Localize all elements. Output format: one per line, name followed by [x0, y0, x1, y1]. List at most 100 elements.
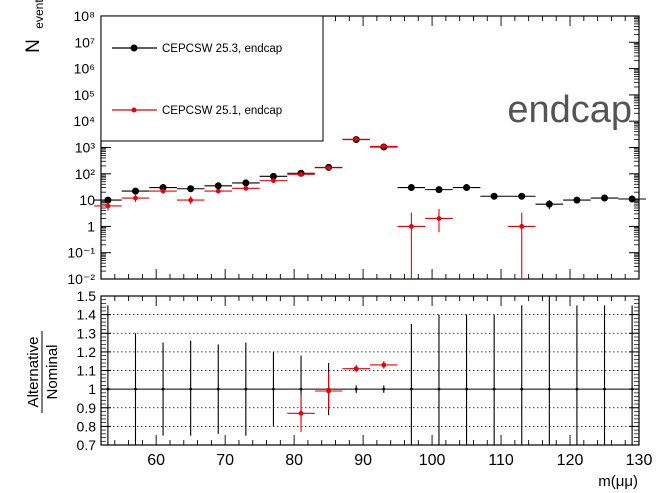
ratio-point [409, 387, 413, 391]
bottom-x-tick-label: 120 [557, 452, 584, 469]
ratio-point [353, 366, 359, 372]
ratio-point [603, 387, 606, 391]
bottom-y-tick-label: 0.7 [77, 437, 97, 453]
data-point [408, 224, 414, 229]
data-point [159, 184, 167, 192]
data-point [326, 165, 332, 171]
bottom-series-1 [106, 296, 634, 445]
ratio-point [244, 387, 248, 391]
legend: CEPCSW 25.3, endcap CEPCSW 25.1, endcap [100, 15, 324, 142]
bottom-y-tick-label: 1 [88, 381, 96, 397]
data-point [271, 178, 276, 184]
data-point [435, 186, 443, 194]
ratio-point [465, 387, 468, 391]
ratio-point [161, 387, 165, 391]
top-y-tick-label: 1 [87, 218, 95, 234]
top-x-axis [114, 16, 640, 279]
bottom-x-tick-label: 70 [216, 452, 234, 469]
top-y-tick-label: 10⁷ [74, 34, 95, 50]
data-point [243, 185, 249, 191]
data-point [490, 192, 498, 200]
data-point [214, 182, 222, 190]
bottom-x-tick-label: 110 [488, 452, 514, 469]
data-point [545, 200, 553, 208]
bottom-y-axis: 0.7 0.8 0.9 1 1.1 1.2 1.3 1.4 1.5 [77, 288, 639, 453]
top-y-tick-label: 10 [79, 192, 95, 208]
top-panel: 10⁻² 10⁻¹ 1 10 10² 10³ 10⁴ 10⁵ 10⁶ 10⁷ 10⁸ CEPCSW … [23, 0, 646, 287]
bottom-y-label-numerator: Alternative [25, 337, 42, 408]
data-point [573, 196, 581, 204]
ratio-point [134, 387, 137, 391]
top-series-1 [94, 136, 646, 210]
bottom-y-tick-label: 1.4 [77, 307, 97, 323]
bottom-x-tick-label: 90 [354, 452, 372, 469]
data-point [160, 188, 166, 194]
data-point [187, 185, 195, 193]
bottom-x-label: m(μμ) [598, 473, 638, 490]
bottom-y-label-denominator: Nominal [44, 344, 61, 399]
bottom-panel: 0.7 0.8 0.9 1 1.1 1.2 1.3 1.4 1.5 60 70 80 90 100 110… [25, 288, 652, 490]
ratio-point [272, 387, 275, 391]
bottom-x-tick-label: 80 [285, 452, 303, 469]
data-point [298, 171, 304, 177]
ratio-point [437, 387, 441, 391]
ratio-point [326, 388, 332, 394]
top-y-tick-label: 10⁸ [74, 8, 96, 24]
ratio-point [354, 387, 358, 391]
data-point [628, 195, 636, 203]
ratio-point [299, 387, 303, 391]
ratio-point [216, 387, 220, 391]
data-point [269, 172, 277, 180]
bottom-x-tick-label: 100 [419, 452, 446, 469]
bottom-x-axis: 60 70 80 90 100 110 120 130 [114, 296, 653, 469]
ratio-point [189, 387, 193, 391]
data-point [601, 194, 609, 202]
top-y-tick-label: 10⁻² [67, 271, 95, 287]
data-point [104, 196, 112, 204]
ratio-point [492, 387, 496, 391]
data-point [131, 187, 139, 195]
top-y-tick-label: 10⁶ [74, 61, 95, 77]
data-point [381, 144, 387, 149]
data-point [436, 216, 442, 221]
top-y-tick-label: 10³ [75, 140, 96, 156]
data-point [463, 184, 471, 192]
top-y-label-main: N [23, 39, 44, 53]
bottom-y-tick-label: 0.8 [77, 418, 97, 434]
legend-label-1: CEPCSW 25.3, endcap [162, 43, 282, 55]
bottom-y-label: Alternative Nominal [25, 331, 61, 413]
top-series-2 [94, 136, 536, 279]
bottom-y-tick-label: 0.9 [77, 400, 97, 416]
bottom-series-2 [287, 361, 398, 432]
legend-marker-1 [130, 44, 138, 52]
ratio-point [630, 387, 634, 391]
top-y-label: N events [23, 0, 46, 53]
data-point [518, 192, 526, 200]
data-point [519, 224, 525, 229]
bottom-y-tick-label: 1.1 [77, 363, 97, 379]
top-y-tick-label: 10² [75, 166, 96, 182]
data-point [188, 197, 194, 203]
legend-marker-2 [131, 107, 137, 113]
ratio-point [547, 387, 551, 391]
data-point [353, 136, 359, 142]
top-y-tick-label: 10⁻¹ [67, 245, 95, 261]
top-y-tick-label: 10⁵ [74, 87, 95, 103]
bottom-y-tick-label: 1.2 [77, 344, 97, 360]
ratio-point [382, 387, 386, 391]
top-y-label-sub: events [32, 0, 46, 29]
data-point [407, 184, 415, 192]
top-series [94, 136, 646, 279]
legend-label-2: CEPCSW 25.1, endcap [162, 105, 282, 117]
bottom-y-tick-label: 1.5 [77, 288, 97, 304]
data-point [215, 188, 221, 194]
bottom-x-tick-label: 130 [626, 452, 653, 469]
ratio-point [381, 362, 387, 368]
top-y-tick-label: 10⁴ [73, 113, 95, 129]
data-point [105, 203, 111, 209]
data-point [242, 179, 250, 187]
bottom-x-tick-label: 60 [147, 452, 165, 469]
ratio-point [298, 410, 304, 416]
legend-box [100, 15, 324, 142]
